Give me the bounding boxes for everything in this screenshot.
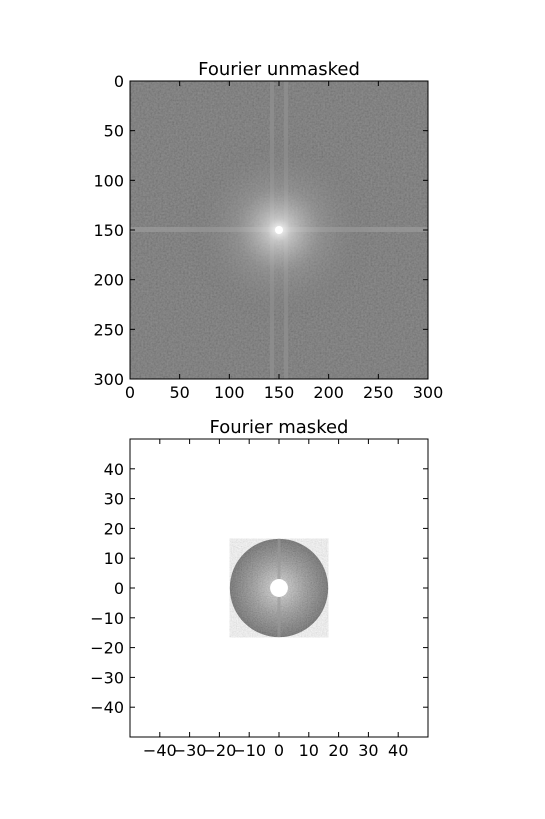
x-tick-label: −30 bbox=[173, 741, 207, 760]
x-tick-label: 250 bbox=[363, 383, 394, 402]
masked-ticks: −40−30−20−10 0 10 20 30 40403020100−10−20−30−… bbox=[90, 439, 428, 760]
unmasked-panel: Fourier unmasked 0 50 100 150 200 250 30005010… bbox=[93, 59, 443, 402]
masked-panel: Fourier masked −40−30−20−10 0 10 20 30 404030… bbox=[90, 417, 429, 760]
x-tick-label: −20 bbox=[203, 741, 237, 760]
x-tick-label: 20 bbox=[328, 741, 348, 760]
masked-image bbox=[229, 538, 329, 638]
y-tick-label: 30 bbox=[104, 490, 124, 509]
y-tick-label: 300 bbox=[93, 370, 124, 389]
y-tick-label: 10 bbox=[104, 549, 124, 568]
y-tick-label: −10 bbox=[90, 609, 124, 628]
y-tick-label: −20 bbox=[90, 639, 124, 658]
y-tick-label: 50 bbox=[104, 122, 124, 141]
x-tick-label: 30 bbox=[358, 741, 378, 760]
x-tick-label: 200 bbox=[313, 383, 344, 402]
y-tick-label: 40 bbox=[104, 460, 124, 479]
masked-title: Fourier masked bbox=[210, 417, 349, 438]
y-tick-label: 150 bbox=[93, 221, 124, 240]
mask-annulus bbox=[229, 538, 329, 638]
x-tick-label: 150 bbox=[264, 383, 295, 402]
y-tick-label: 100 bbox=[93, 171, 124, 190]
x-tick-label: 10 bbox=[299, 741, 319, 760]
x-tick-label: 0 bbox=[125, 383, 135, 402]
y-tick-label: −40 bbox=[90, 698, 124, 717]
x-tick-label: 0 bbox=[274, 741, 284, 760]
mask-inner-hole bbox=[270, 579, 288, 597]
x-tick-label: −40 bbox=[143, 741, 177, 760]
y-tick-label: 0 bbox=[114, 579, 124, 598]
y-tick-label: 200 bbox=[93, 271, 124, 290]
y-tick-label: 0 bbox=[114, 72, 124, 91]
y-tick-label: −30 bbox=[90, 668, 124, 687]
unmasked-title: Fourier unmasked bbox=[198, 59, 360, 80]
x-tick-label: 300 bbox=[413, 383, 444, 402]
unmasked-image bbox=[130, 81, 428, 379]
x-tick-label: 40 bbox=[388, 741, 408, 760]
x-tick-label: −10 bbox=[232, 741, 266, 760]
x-tick-label: 50 bbox=[169, 383, 189, 402]
x-tick-label: 100 bbox=[214, 383, 245, 402]
y-tick-label: 250 bbox=[93, 320, 124, 339]
y-tick-label: 20 bbox=[104, 519, 124, 538]
